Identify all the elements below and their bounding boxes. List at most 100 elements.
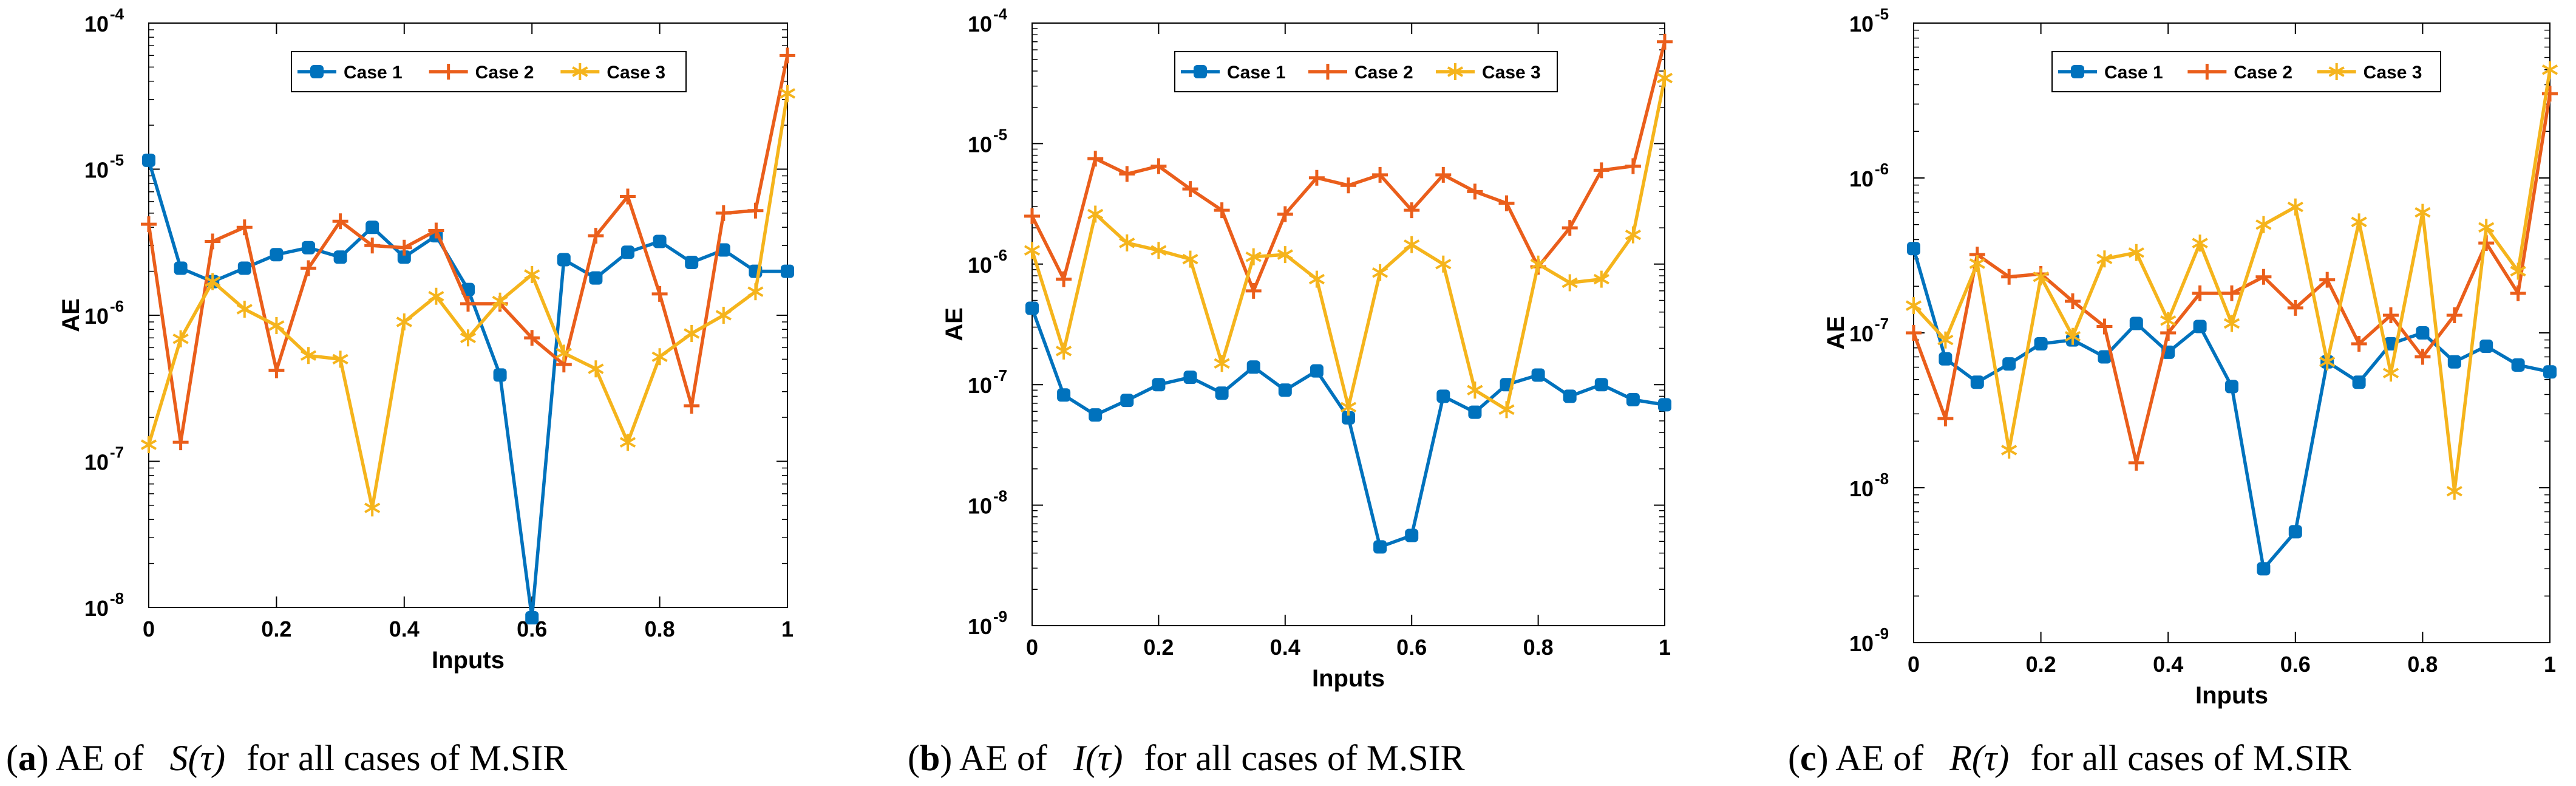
legend-label: Case 1 <box>344 63 403 83</box>
y-tick-label: 10 <box>1849 321 1874 346</box>
data-point-case-2 <box>396 239 412 256</box>
data-point-case-2 <box>460 295 476 312</box>
panel-a: 10 -810 -710 -610 -510 -40 0.2 0.4 0.6 0.8 1Inputs… <box>6 5 796 778</box>
data-point-case-3 <box>492 292 508 310</box>
data-point-case-3 <box>428 287 444 305</box>
data-point-case-3 <box>1969 255 1985 272</box>
data-point-case-1 <box>1970 375 1984 389</box>
y-tick-label: 10 <box>1849 476 1874 501</box>
data-point-case-3 <box>1530 255 1546 273</box>
y-tick-base: 10 <box>968 12 992 36</box>
legend-marker-case-1 <box>2071 65 2084 78</box>
data-point-case-2 <box>2096 318 2113 335</box>
data-point-case-3 <box>1308 270 1325 288</box>
data-point-case-3 <box>2255 216 2272 233</box>
data-point-case-1 <box>621 245 634 259</box>
data-point-case-1 <box>2098 350 2112 364</box>
data-point-case-1 <box>2479 339 2493 353</box>
data-point-case-1 <box>333 250 347 264</box>
data-point-case-3 <box>1055 342 1072 360</box>
data-point-case-2 <box>1308 169 1325 186</box>
x-axis-label: Inputs <box>1312 665 1385 692</box>
plot-area <box>1913 22 2551 643</box>
legend-marker-case-3 <box>1447 63 1464 80</box>
data-point-case-3 <box>2478 219 2495 236</box>
data-point-case-2 <box>205 233 221 250</box>
data-point-case-1 <box>1563 389 1577 403</box>
data-point-case-1 <box>1183 371 1197 384</box>
data-point-case-3 <box>779 84 796 102</box>
data-point-case-2 <box>1087 151 1104 167</box>
x-tick-label: 0.2 <box>2026 652 2056 677</box>
legend-marker-case-3 <box>572 63 588 80</box>
data-point-case-3 <box>2223 315 2240 332</box>
caption-open: ( <box>1788 738 1800 778</box>
y-tick-exponent: -9 <box>1875 624 1889 643</box>
data-point-case-3 <box>268 317 285 334</box>
data-point-case-2 <box>172 434 189 451</box>
data-point-case-1 <box>1468 405 1482 419</box>
data-point-case-1 <box>685 256 699 270</box>
y-tick-exponent: -6 <box>993 246 1007 264</box>
panel-caption: (a) AE of S(τ) for all cases of M.SIR <box>6 738 567 778</box>
data-point-case-1 <box>365 220 379 234</box>
data-point-case-1 <box>2257 562 2271 576</box>
data-point-case-3 <box>300 347 317 364</box>
legend-label: Case 3 <box>607 63 665 83</box>
x-tick-label: 1 <box>781 617 794 641</box>
data-point-case-3 <box>1340 398 1357 416</box>
data-point-case-3 <box>2033 268 2049 285</box>
x-axis-label: Inputs <box>2195 682 2268 709</box>
data-point-case-3 <box>1905 297 1922 315</box>
data-point-case-1 <box>1310 364 1324 378</box>
data-point-case-3 <box>2160 312 2177 329</box>
data-point-case-3 <box>619 434 636 451</box>
y-axis-label: AE <box>941 307 968 341</box>
data-point-case-2 <box>1404 202 1420 219</box>
data-point-case-3 <box>205 273 221 290</box>
data-point-case-3 <box>1024 242 1041 259</box>
data-point-case-2 <box>1593 162 1609 179</box>
data-point-case-2 <box>2192 285 2208 301</box>
data-point-case-3 <box>1119 234 1135 251</box>
x-tick-label: 0.4 <box>1270 635 1300 660</box>
y-tick-base: 10 <box>1849 12 1874 36</box>
data-point-case-3 <box>2510 262 2526 280</box>
x-tick-label: 0.8 <box>1523 635 1554 660</box>
legend-marker-case-2 <box>2199 64 2215 80</box>
legend-box <box>291 51 687 92</box>
y-tick-exponent: -8 <box>993 487 1007 505</box>
y-tick-exponent: -8 <box>110 589 124 607</box>
data-point-case-1 <box>1278 383 1292 397</box>
data-point-case-3 <box>588 360 604 378</box>
data-point-case-1 <box>302 241 315 255</box>
data-point-case-3 <box>172 330 189 347</box>
data-point-case-3 <box>2287 198 2303 216</box>
data-point-case-3 <box>524 266 540 283</box>
data-point-case-3 <box>651 348 668 366</box>
data-point-case-2 <box>2224 285 2240 301</box>
y-tick-base: 10 <box>968 253 992 278</box>
data-point-case-3 <box>396 313 412 330</box>
data-point-case-2 <box>1906 325 1922 341</box>
data-point-case-3 <box>364 499 381 517</box>
y-tick-label: 10 <box>968 12 992 36</box>
y-tick-base: 10 <box>1849 476 1874 501</box>
data-point-case-2 <box>1372 166 1388 183</box>
data-point-case-2 <box>1657 33 1673 50</box>
data-point-case-3 <box>1435 255 1452 273</box>
legend-marker-case-2 <box>1320 64 1336 80</box>
caption-text-before: AE of <box>49 738 153 778</box>
data-point-case-3 <box>2319 353 2336 371</box>
data-point-case-3 <box>460 329 477 347</box>
y-tick-exponent: -6 <box>110 297 124 315</box>
data-point-case-2 <box>588 228 604 244</box>
data-point-case-1 <box>1939 352 1952 366</box>
caption-func: I <box>1073 738 1087 778</box>
data-point-case-1 <box>2447 355 2461 369</box>
data-point-case-1 <box>557 253 571 267</box>
data-point-case-2 <box>1435 166 1452 183</box>
y-tick-label: 10 <box>84 596 109 621</box>
data-point-case-3 <box>1937 331 1954 349</box>
